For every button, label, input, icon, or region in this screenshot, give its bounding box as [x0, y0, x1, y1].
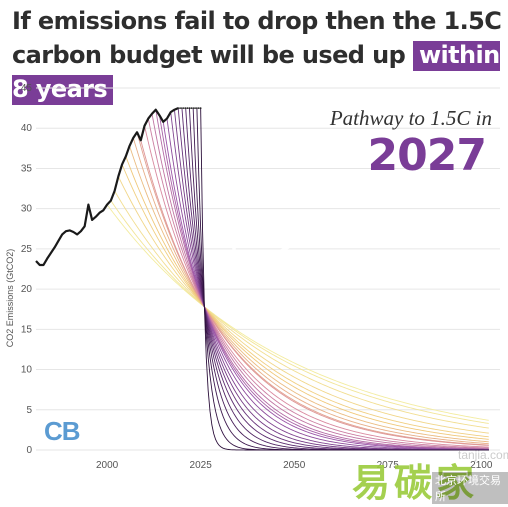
top-dot [179, 107, 181, 110]
pathway-2003 [117, 176, 489, 434]
pathway-2001 [110, 200, 489, 424]
top-dot [194, 107, 196, 110]
pathway-2007 [132, 137, 489, 445]
y-tick-30: 30 [21, 204, 33, 215]
pathway-year: 2027 [367, 130, 487, 181]
pathway-top-dots [177, 107, 202, 110]
top-dot [182, 107, 185, 110]
x-tick-labels: 2000 2025 2050 2075 2100 [96, 460, 493, 471]
top-dot [190, 107, 193, 110]
x-tick-2000: 2000 [96, 460, 119, 471]
carbon-brief-logo: CB [44, 416, 81, 446]
top-dot [188, 107, 191, 110]
y-tick-40: 40 [21, 123, 33, 134]
title-line-1: If emissions fail to drop then the 1.5C [12, 7, 502, 35]
y-tick-20: 20 [21, 284, 33, 295]
top-dot [181, 107, 183, 110]
y-tick-35: 35 [21, 163, 33, 174]
pathway-2015 [162, 121, 489, 450]
top-dot [184, 107, 187, 110]
y-tick-0: 0 [26, 445, 32, 456]
x-tick-2075: 2075 [377, 460, 400, 471]
pathway-2006 [129, 145, 489, 443]
title-line-2: carbon budget will be used up within 8 y… [12, 38, 502, 106]
pathway-2014 [159, 115, 489, 450]
historical-emissions [35, 107, 179, 267]
top-dot [197, 107, 200, 110]
x-tick-2050: 2050 [283, 460, 306, 471]
top-dot [196, 107, 198, 110]
x-tick-2100: 2100 [470, 460, 493, 471]
pathway-2025 [200, 108, 489, 451]
y-tick-45: 45 [21, 83, 33, 94]
pathway-label: Pathway to 1.5C in [329, 106, 492, 130]
pathway-2009 [140, 140, 489, 446]
top-dot [186, 107, 189, 110]
play-icon[interactable] [230, 210, 296, 280]
x-tick-2025: 2025 [190, 460, 213, 471]
pathway-2000 [106, 204, 489, 421]
y-tick-25: 25 [21, 244, 33, 255]
top-dot [192, 107, 195, 110]
watermark-small-text: 北京环境交易所 [432, 472, 508, 504]
pathway-2002 [114, 190, 489, 429]
y-tick-15: 15 [21, 324, 33, 335]
top-dot [177, 107, 180, 110]
pathway-lines [106, 108, 489, 451]
pathway-2005 [125, 156, 489, 440]
top-dot [199, 107, 202, 110]
historical-line [35, 107, 179, 267]
pathway-2004 [121, 164, 489, 438]
y-axis-label: CO2 Emissions (GtCO2) [5, 249, 15, 348]
y-tick-5: 5 [26, 405, 32, 416]
y-tick-10: 10 [21, 365, 33, 376]
chart-title: If emissions fail to drop then the 1.5C … [12, 4, 502, 106]
y-tick-labels: 0 5 10 15 20 25 30 35 40 45 [21, 83, 33, 456]
watermark-url: tanjia.com [458, 448, 508, 462]
title-line-2-text: carbon budget will be used up [12, 41, 406, 69]
